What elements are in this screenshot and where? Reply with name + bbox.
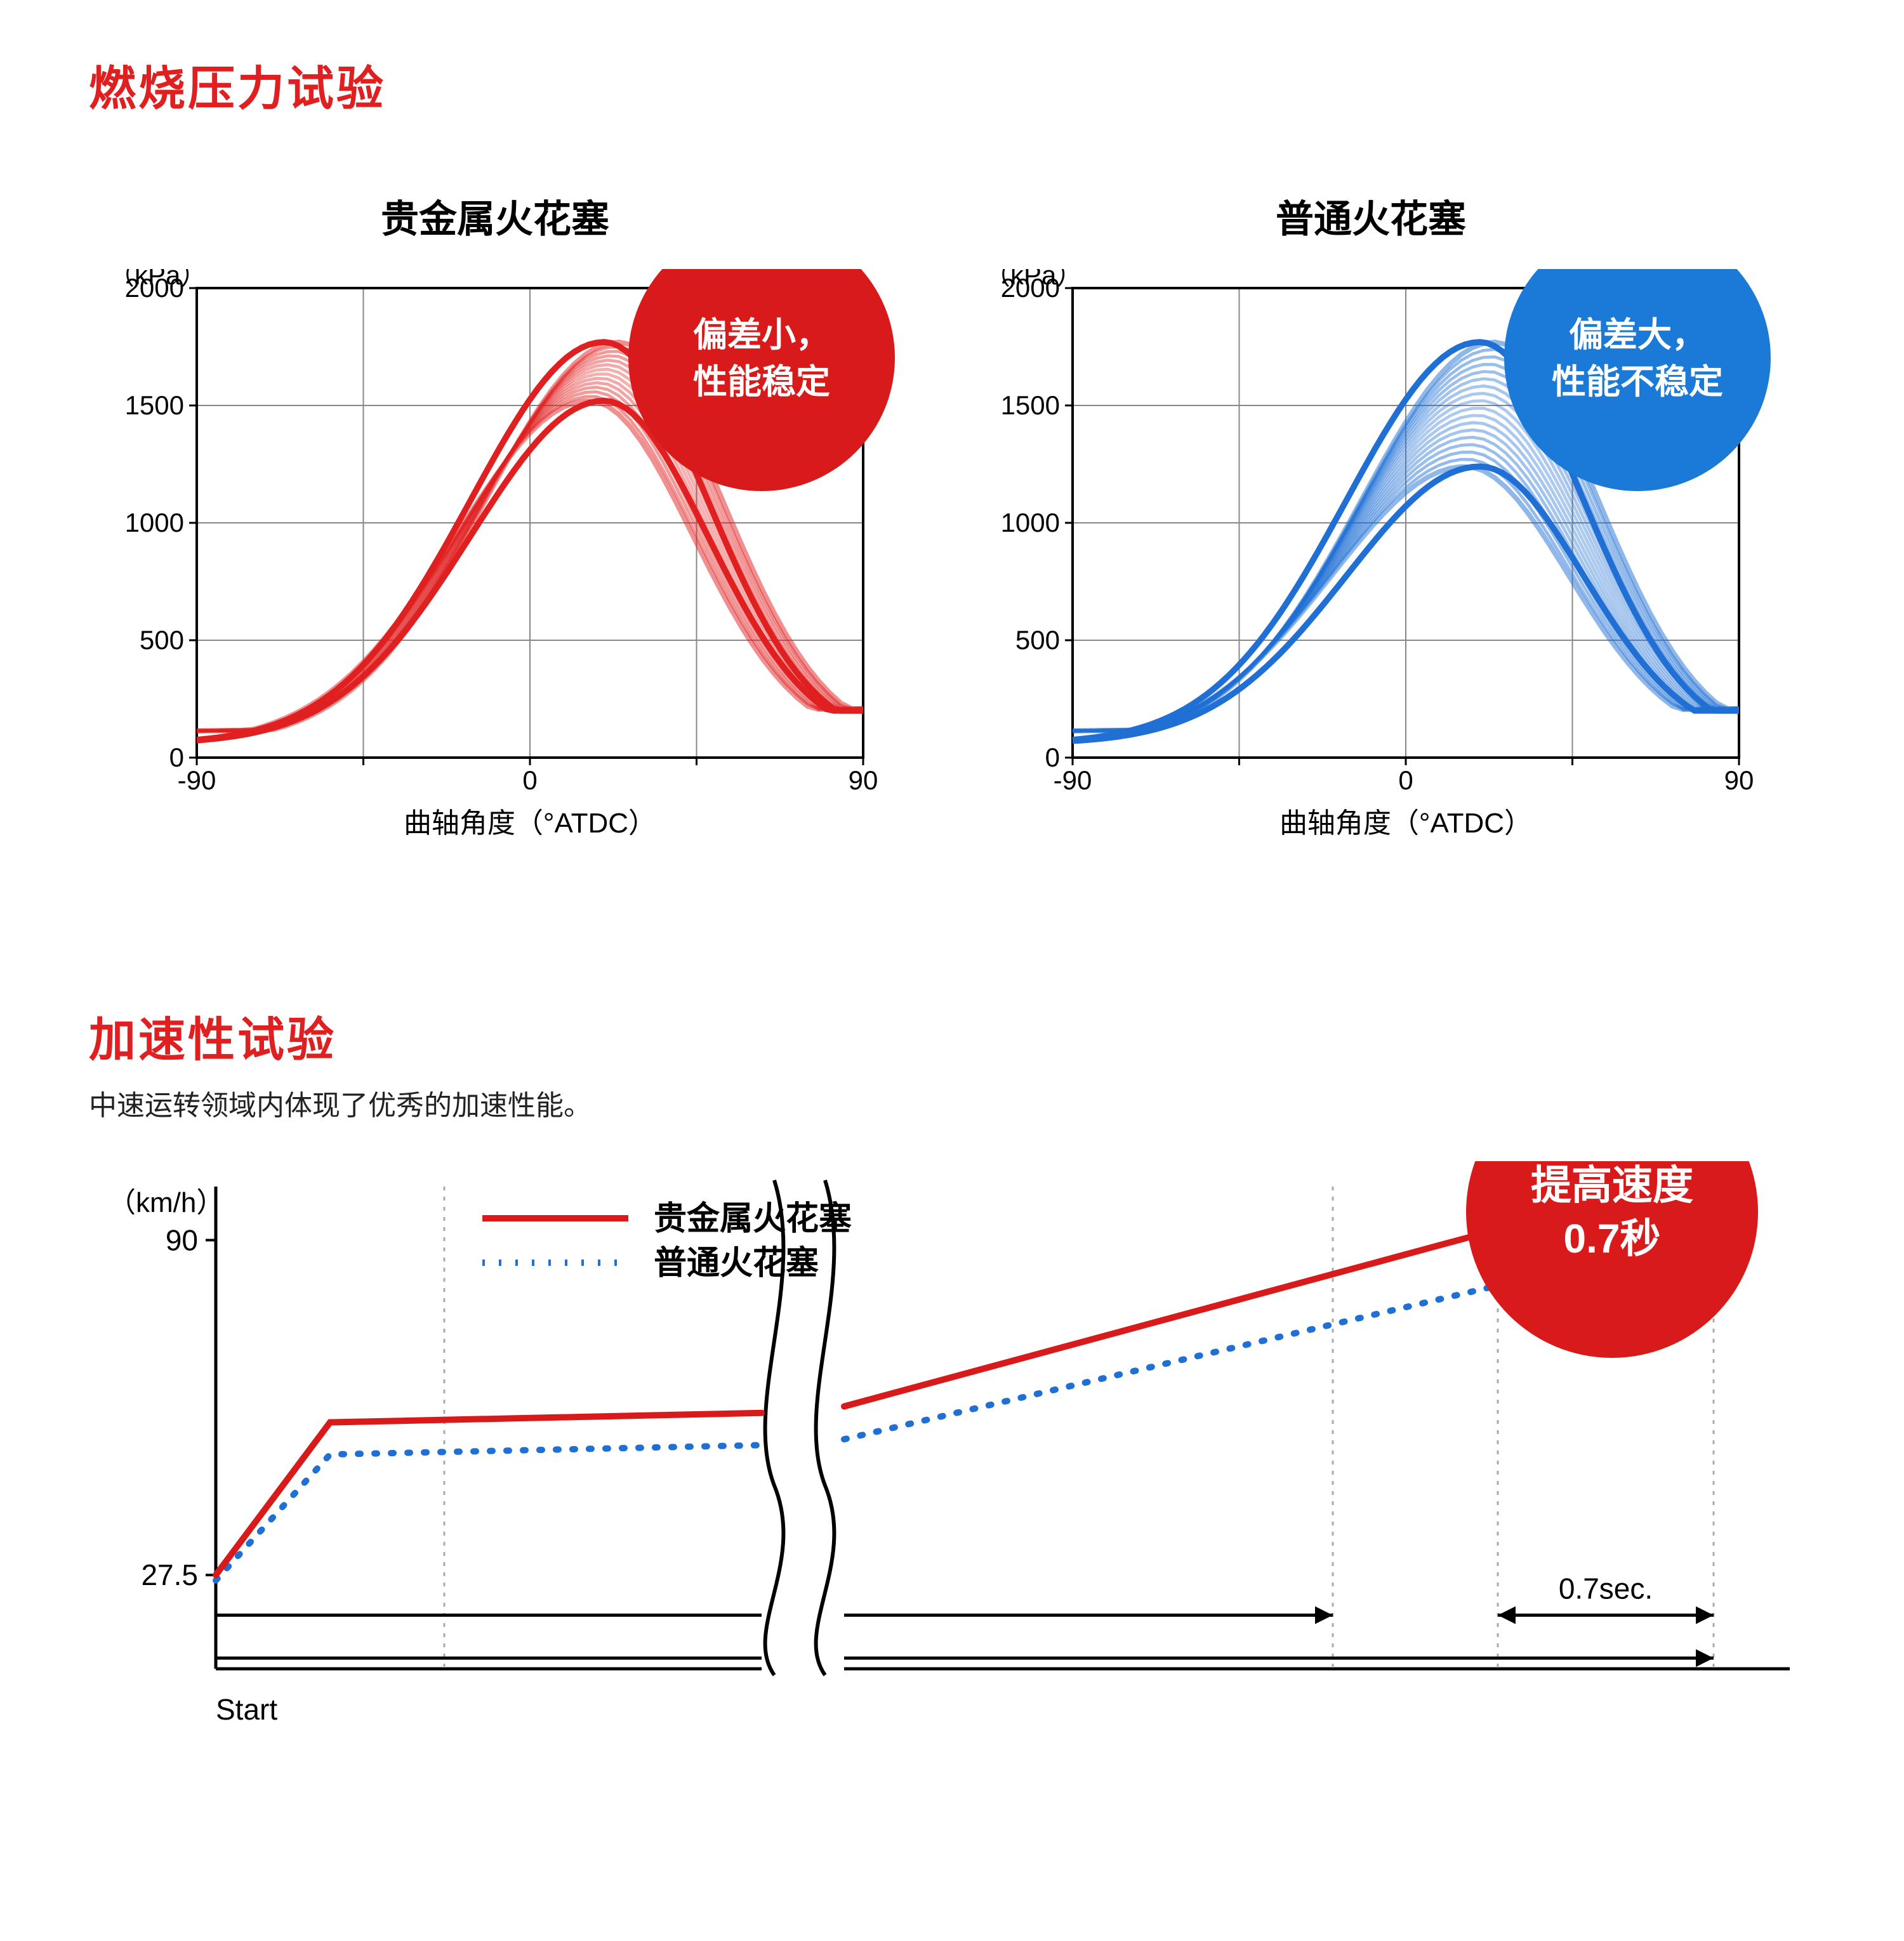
svg-text:贵金属火花塞: 贵金属火花塞 xyxy=(654,1201,852,1237)
svg-text:普通火花塞: 普通火花塞 xyxy=(654,1245,819,1282)
svg-text:Start: Start xyxy=(216,1693,277,1726)
svg-text:0.7sec.: 0.7sec. xyxy=(1559,1572,1653,1605)
svg-text:偏差大，: 偏差大， xyxy=(1569,316,1706,354)
pressure-chart-standard: （kPa）0500100015002000-90090曲轴角度（°ATDC）偏差… xyxy=(965,269,1777,865)
svg-text:2000: 2000 xyxy=(125,273,184,303)
svg-text:性能稳定: 性能稳定 xyxy=(693,363,830,401)
svg-text:0: 0 xyxy=(1398,765,1413,795)
section2-subtitle: 中速运转领域内体现了优秀的加速性能。 xyxy=(89,1082,1815,1123)
panel-standard-title: 普通火花塞 xyxy=(965,188,1777,244)
svg-text:500: 500 xyxy=(140,625,184,655)
section1-title: 燃烧压力试验 xyxy=(89,51,1815,119)
page: 燃烧压力试验 贵金属火花塞 （kPa）0500100015002000-9009… xyxy=(0,0,1904,1941)
section2-title: 加速性试验 xyxy=(89,1002,1815,1070)
svg-text:-90: -90 xyxy=(178,765,216,795)
panel-precious: 贵金属火花塞 （kPa）0500100015002000-90090曲轴角度（°… xyxy=(89,188,901,869)
svg-text:偏差小，: 偏差小， xyxy=(693,316,830,354)
accel-panel: （km/h） 27.5 90 0.7sec. 贵金属火花塞普通火花塞 Start 提高速度 0… xyxy=(89,1161,1815,1812)
panel-precious-title: 贵金属火花塞 xyxy=(89,188,901,244)
svg-text:1500: 1500 xyxy=(1001,390,1060,420)
svg-text:-90: -90 xyxy=(1054,765,1092,795)
svg-text:0.7秒: 0.7秒 xyxy=(1564,1216,1661,1261)
svg-text:90: 90 xyxy=(166,1223,198,1256)
svg-text:性能不稳定: 性能不稳定 xyxy=(1552,363,1723,401)
svg-text:1000: 1000 xyxy=(125,508,184,537)
accel-chart: （km/h） 27.5 90 0.7sec. 贵金属火花塞普通火花塞 Start 提高速度 0… xyxy=(89,1161,1815,1808)
svg-text:提高速度: 提高速度 xyxy=(1531,1162,1693,1208)
svg-text:90: 90 xyxy=(849,765,878,795)
panel-standard: 普通火花塞 （kPa）0500100015002000-90090曲轴角度（°A… xyxy=(965,188,1777,869)
svg-text:曲轴角度（°ATDC）: 曲轴角度（°ATDC） xyxy=(1279,808,1532,839)
svg-text:2000: 2000 xyxy=(1001,273,1060,303)
svg-text:0: 0 xyxy=(522,765,537,795)
svg-text:（km/h）: （km/h） xyxy=(108,1187,224,1218)
svg-text:500: 500 xyxy=(1015,625,1060,655)
pressure-panels-row: 贵金属火花塞 （kPa）0500100015002000-90090曲轴角度（°… xyxy=(89,188,1815,869)
pressure-chart-precious: （kPa）0500100015002000-90090曲轴角度（°ATDC）偏差… xyxy=(89,269,901,865)
svg-text:90: 90 xyxy=(1724,765,1754,795)
svg-text:曲轴角度（°ATDC）: 曲轴角度（°ATDC） xyxy=(404,808,656,839)
svg-text:1500: 1500 xyxy=(125,390,184,420)
svg-text:27.5: 27.5 xyxy=(141,1558,198,1591)
svg-text:1000: 1000 xyxy=(1001,508,1060,537)
